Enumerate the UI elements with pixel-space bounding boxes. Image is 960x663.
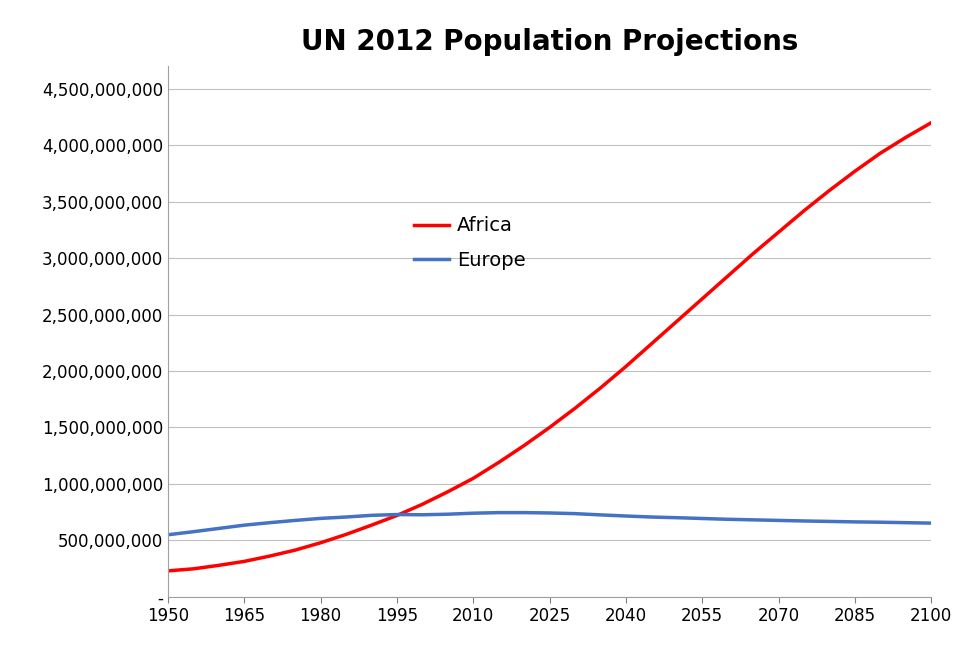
Europe: [620, 512, 632, 520]
Africa: [569, 404, 581, 412]
Africa: [646, 340, 658, 348]
Europe: [493, 509, 505, 516]
Europe: [824, 517, 835, 525]
Africa: [162, 567, 174, 575]
Europe: [748, 516, 759, 524]
Europe: [264, 518, 276, 526]
Europe: [443, 511, 454, 518]
Europe: [290, 516, 301, 524]
Africa: [213, 562, 225, 570]
Africa: [443, 488, 454, 496]
Europe: [569, 510, 581, 518]
Line: Europe: Europe: [168, 512, 931, 535]
Africa: [518, 442, 530, 450]
Europe: [392, 511, 403, 518]
Africa: [620, 363, 632, 371]
Africa: [875, 149, 886, 157]
Africa: [824, 186, 835, 194]
Europe: [900, 518, 912, 526]
Africa: [748, 250, 759, 258]
Europe: [875, 518, 886, 526]
Europe: [468, 509, 479, 517]
Europe: [671, 514, 683, 522]
Europe: [315, 514, 326, 522]
Africa: [595, 384, 607, 392]
Europe: [722, 515, 733, 523]
Africa: [697, 295, 708, 303]
Europe: [595, 511, 607, 519]
Africa: [773, 228, 784, 236]
Africa: [290, 546, 301, 554]
Africa: [315, 539, 326, 547]
Legend: Africa, Europe: Africa, Europe: [407, 209, 534, 278]
Africa: [366, 521, 377, 529]
Africa: [417, 501, 428, 509]
Title: UN 2012 Population Projections: UN 2012 Population Projections: [300, 28, 799, 56]
Europe: [366, 511, 377, 519]
Africa: [468, 474, 479, 482]
Europe: [925, 519, 937, 527]
Europe: [239, 521, 251, 529]
Africa: [264, 552, 276, 560]
Africa: [925, 119, 937, 127]
Africa: [850, 167, 861, 175]
Africa: [722, 272, 733, 280]
Europe: [341, 513, 352, 521]
Africa: [544, 424, 556, 432]
Africa: [341, 530, 352, 538]
Europe: [417, 511, 428, 518]
Line: Africa: Africa: [168, 123, 931, 571]
Europe: [799, 517, 810, 525]
Africa: [188, 565, 200, 573]
Africa: [493, 458, 505, 466]
Africa: [392, 511, 403, 519]
Europe: [162, 531, 174, 539]
Europe: [850, 518, 861, 526]
Europe: [646, 513, 658, 521]
Africa: [799, 207, 810, 215]
Europe: [773, 516, 784, 524]
Europe: [544, 509, 556, 517]
Europe: [213, 524, 225, 532]
Africa: [671, 318, 683, 326]
Europe: [518, 509, 530, 516]
Africa: [239, 558, 251, 566]
Africa: [900, 133, 912, 141]
Europe: [188, 528, 200, 536]
Europe: [697, 514, 708, 522]
